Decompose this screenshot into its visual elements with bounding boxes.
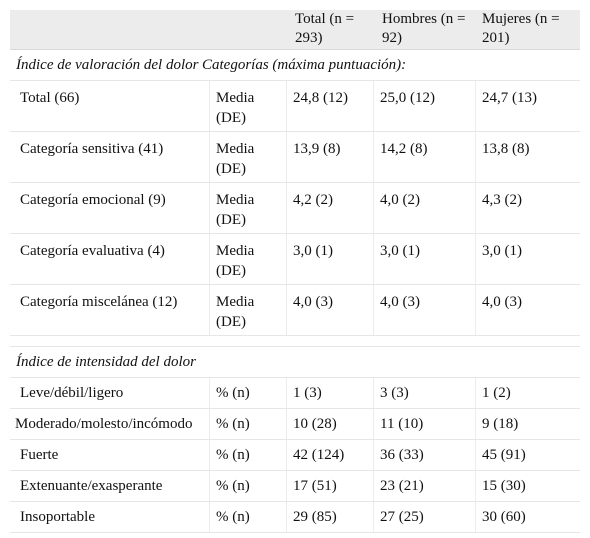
row-mujeres-value: 3,0 (1) xyxy=(482,243,522,259)
table-row: Extenuante/exasperante% (n) 17 (51) 23 (21… xyxy=(10,471,580,502)
row-stat-line2: (DE) xyxy=(216,110,246,126)
row-hombres-value: 27 (25) xyxy=(374,502,476,532)
section-valoracion-label: Índice de valoración del dolor xyxy=(16,57,199,73)
row-hombres-value: 14,2 (8) xyxy=(374,132,476,182)
header-hombres-line2: 92) xyxy=(382,30,402,46)
row-stat: Media (DE) xyxy=(210,81,287,131)
row-stat: Media (DE) xyxy=(210,285,287,335)
section-categories-note: Categorías (máxima puntuación): xyxy=(202,57,407,73)
table-row: Categoría miscelánea (12) Media (DE) 4,0 (3… xyxy=(10,285,580,336)
row-stat-line2: (DE) xyxy=(216,161,246,177)
row-mujeres-value: 45 (91) xyxy=(482,447,526,463)
row-label: Categoría miscelánea (12) xyxy=(10,285,210,335)
row-stat: % (n) xyxy=(210,502,287,532)
table-row: Categoría sensitiva (41) Media (DE) 13,9 (8… xyxy=(10,132,580,183)
row-mujeres-value: 13,8 (8) xyxy=(482,141,530,157)
row-stat-line1: Media xyxy=(216,243,255,259)
row-label: Insoportable xyxy=(10,502,210,532)
row-stat: Media (DE) xyxy=(210,132,287,182)
row-stat: % (n) xyxy=(210,378,287,408)
row-mujeres-value: 4,3 (2) xyxy=(482,192,522,208)
row-total-value: 29 (85) xyxy=(287,502,374,532)
table-row: Fuerte% (n) 42 (124) 36 (33) 45 (91) xyxy=(10,440,580,471)
row-mujeres-value: 4,0 (3) xyxy=(482,294,522,310)
row-stat-line1: Media xyxy=(216,294,255,310)
header-empty-stat xyxy=(210,10,287,49)
row-hombres-value: 25,0 (12) xyxy=(374,81,476,131)
table-row: Leve/débil/ligero% (n) 1 (3) 3 (3) 1 (2) xyxy=(10,378,580,409)
row-label: Leve/débil/ligero xyxy=(10,378,210,408)
row-stat-line2: (DE) xyxy=(216,212,246,228)
row-stat-line2: (DE) xyxy=(216,263,246,279)
header-hombres-line1: Hombres (n = xyxy=(382,11,466,27)
row-total-value: 42 (124) xyxy=(287,440,374,470)
row-stat-line1: Media xyxy=(216,192,255,208)
row-mujeres-value: 9 (18) xyxy=(482,416,519,432)
section-valoracion-row: Índice de valoración del dolor Categoría… xyxy=(10,50,580,81)
row-total-value: 1 (3) xyxy=(287,378,374,408)
row-hombres-value: 3,0 (1) xyxy=(374,234,476,284)
table-row: Total (66) Media (DE) 24,8 (12) 25,0 (12) 24,… xyxy=(10,81,580,132)
row-hombres-value: 23 (21) xyxy=(374,471,476,501)
section-spacer xyxy=(10,336,580,347)
row-stat-line2: (DE) xyxy=(216,314,246,330)
header-total-line1: Total (n = xyxy=(295,11,355,27)
row-label: Total (66) xyxy=(10,81,210,131)
row-total-value: 24,8 (12) xyxy=(287,81,374,131)
row-label: Fuerte xyxy=(10,440,210,470)
header-mujeres-line1: Mujeres (n = xyxy=(482,11,560,27)
row-hombres-value: 3 (3) xyxy=(374,378,476,408)
row-label: Extenuante/exasperante xyxy=(10,471,210,501)
row-stat: Media (DE) xyxy=(210,234,287,284)
row-total-value: 3,0 (1) xyxy=(287,234,374,284)
row-stat: Media (DE) xyxy=(210,183,287,233)
row-stat: % (n) xyxy=(210,471,287,501)
header-total: Total (n = 293) xyxy=(287,10,374,49)
table-row: Moderado/molesto/incómodo% (n) 10 (28) 11 … xyxy=(10,409,580,440)
row-label: Categoría emocional (9) xyxy=(10,183,210,233)
section-intensidad-label: Índice de intensidad del dolor xyxy=(16,354,196,370)
row-hombres-value: 4,0 (3) xyxy=(374,285,476,335)
row-stat-line1: Media xyxy=(216,141,255,157)
row-mujeres-value: 24,7 (13) xyxy=(482,90,537,106)
row-label: Categoría evaluativa (4) xyxy=(10,234,210,284)
header-hombres: Hombres (n = 92) xyxy=(374,10,476,49)
section-intensidad-row: Índice de intensidad del dolor xyxy=(10,347,580,378)
header-mujeres-line2: 201) xyxy=(482,30,510,46)
row-total-value: 4,2 (2) xyxy=(287,183,374,233)
table-row: Categoría evaluativa (4) Media (DE) 3,0 (1)… xyxy=(10,234,580,285)
row-mujeres-value: 30 (60) xyxy=(482,509,526,525)
row-stat: % (n) xyxy=(210,440,287,470)
row-hombres-value: 36 (33) xyxy=(374,440,476,470)
row-label: Moderado/molesto/incómodo xyxy=(10,409,210,439)
row-total-value: 17 (51) xyxy=(287,471,374,501)
row-mujeres-value: 1 (2) xyxy=(482,385,511,401)
row-stat-line1: Media xyxy=(216,90,255,106)
table-row: Categoría emocional (9) Media (DE) 4,2 (2) 4… xyxy=(10,183,580,234)
table-row: Insoportable% (n) 29 (85) 27 (25) 30 (60) xyxy=(10,502,580,533)
row-hombres-value: 11 (10) xyxy=(374,409,476,439)
row-mujeres-value: 15 (30) xyxy=(482,478,526,494)
row-label: Categoría sensitiva (41) xyxy=(10,132,210,182)
header-empty-label xyxy=(10,10,210,49)
row-total-value: 4,0 (3) xyxy=(287,285,374,335)
header-mujeres: Mujeres (n = 201) xyxy=(476,10,580,49)
row-total-value: 10 (28) xyxy=(287,409,374,439)
row-hombres-value: 4,0 (2) xyxy=(374,183,476,233)
row-stat: % (n) xyxy=(210,409,287,439)
pain-scores-table: Total (n = 293) Hombres (n = 92) Mujeres… xyxy=(10,10,580,533)
table-header-row: Total (n = 293) Hombres (n = 92) Mujeres… xyxy=(10,10,580,50)
header-total-line2: 293) xyxy=(295,30,323,46)
row-total-value: 13,9 (8) xyxy=(287,132,374,182)
